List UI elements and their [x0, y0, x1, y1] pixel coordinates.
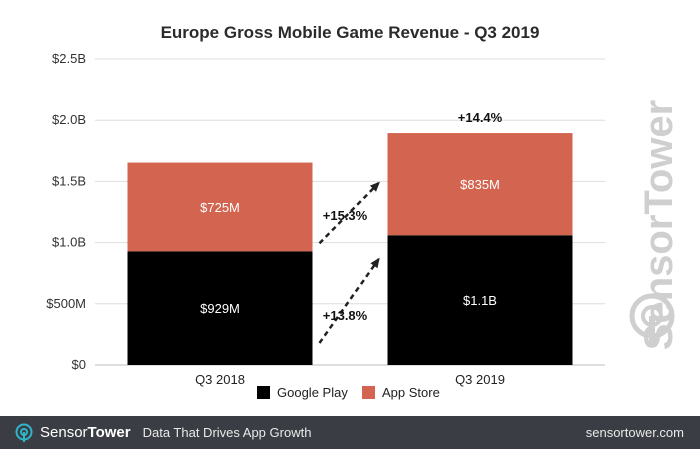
google-play-growth-label: +13.8%	[323, 308, 368, 323]
data-label: $1.1B	[463, 293, 497, 308]
bar-segment-app-store	[127, 162, 313, 252]
data-label: $725M	[200, 200, 240, 215]
bar-segment-google-play	[127, 251, 313, 365]
legend-swatch-app-store	[362, 386, 375, 399]
bars: $929M $725M Q3 2018 $1.1B $835M Q3 2019	[127, 133, 573, 387]
footer-url[interactable]: sensortower.com	[585, 425, 684, 440]
y-tick-label: $1.5B	[52, 173, 86, 188]
y-tick-label: $2.5B	[52, 51, 86, 66]
watermark: SensorTower	[629, 100, 681, 350]
total-growth-label: +14.4%	[458, 110, 503, 125]
footer-tagline: Data That Drives App Growth	[142, 425, 312, 440]
revenue-chart: Europe Gross Mobile Game Revenue - Q3 20…	[46, 23, 681, 400]
y-tick-label: $0	[72, 357, 86, 372]
chart-title: Europe Gross Mobile Game Revenue - Q3 20…	[161, 23, 540, 42]
y-tick-label: $1.0B	[52, 235, 86, 250]
legend-swatch-google-play	[257, 386, 270, 399]
y-tick-label: $2.0B	[52, 112, 86, 127]
app-store-growth-arrow	[318, 181, 380, 245]
x-tick-label: Q3 2018	[195, 372, 245, 387]
y-tick-label: $500M	[46, 296, 86, 311]
growth-arrows	[318, 181, 380, 344]
google-play-growth-arrow	[318, 257, 380, 344]
sensortower-logo-icon	[15, 423, 33, 442]
bar-segment-google-play	[387, 235, 573, 365]
footer-bar: SensorTower Data That Drives App Growth …	[0, 416, 700, 449]
legend-label-app-store: App Store	[382, 385, 440, 400]
data-label: $929M	[200, 301, 240, 316]
bar-segment-app-store	[387, 133, 573, 236]
app-store-growth-label: +15.3%	[323, 208, 368, 223]
data-label: $835M	[460, 177, 500, 192]
footer-brand: SensorTower	[40, 424, 131, 441]
footer-brand-bold: Tower	[87, 424, 131, 441]
x-tick-label: Q3 2019	[455, 372, 505, 387]
sensortower-watermark-icon	[629, 293, 675, 344]
legend: Google Play App Store	[257, 385, 440, 400]
footer-logo: SensorTower	[14, 423, 131, 443]
footer-brand-light: Sensor	[40, 424, 88, 441]
legend-label-google-play: Google Play	[277, 385, 348, 400]
